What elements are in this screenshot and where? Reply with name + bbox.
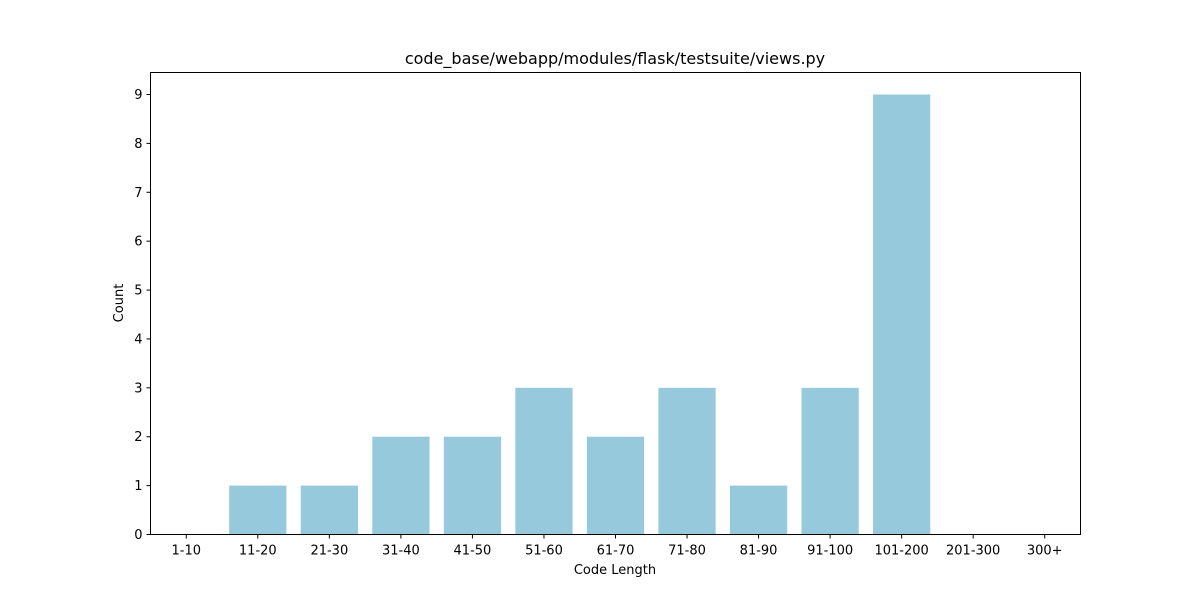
y-tick-label: 1 xyxy=(134,479,142,494)
x-tick-label: 41-50 xyxy=(454,544,492,559)
bar-71-80 xyxy=(658,388,715,535)
x-tick-label: 300+ xyxy=(1027,544,1063,559)
bar-81-90 xyxy=(730,486,787,535)
bar-91-100 xyxy=(802,388,859,535)
bars-layer xyxy=(229,95,930,535)
y-tick-label: 6 xyxy=(134,235,142,250)
y-axis-label: Count xyxy=(112,284,127,323)
x-tick-label: 91-100 xyxy=(807,544,853,559)
x-tick-label: 11-20 xyxy=(239,544,277,559)
x-tick-label: 51-60 xyxy=(525,544,563,559)
x-tick-label: 71-80 xyxy=(668,544,706,559)
bar-61-70 xyxy=(587,437,644,535)
y-tick-label: 5 xyxy=(134,284,142,299)
bar-101-200 xyxy=(873,95,930,535)
bar-51-60 xyxy=(515,388,572,535)
x-axis-label: Code Length xyxy=(574,563,656,578)
y-tick-label: 0 xyxy=(134,528,142,543)
y-tick-label: 9 xyxy=(134,88,142,103)
bar-11-20 xyxy=(229,486,286,535)
y-tick-label: 4 xyxy=(134,332,142,347)
x-tick-label: 201-300 xyxy=(946,544,1000,559)
y-tick-label: 7 xyxy=(134,186,142,201)
chart-title: code_base/webapp/modules/flask/testsuite… xyxy=(405,49,825,69)
x-tick-label: 81-90 xyxy=(740,544,778,559)
bar-21-30 xyxy=(301,486,358,535)
y-tick-label: 3 xyxy=(134,381,142,396)
y-tick-label: 8 xyxy=(134,137,142,152)
x-tick-label: 31-40 xyxy=(382,544,420,559)
x-tick-label: 21-30 xyxy=(310,544,348,559)
x-axis-ticks: 1-10 11-20 21-30 31-40 41-50 51-60 61-70 71-80 8… xyxy=(172,535,1063,559)
bar-31-40 xyxy=(372,437,429,535)
bar-41-50 xyxy=(444,437,501,535)
x-tick-label: 61-70 xyxy=(597,544,635,559)
x-tick-label: 101-200 xyxy=(874,544,928,559)
y-tick-label: 2 xyxy=(134,430,142,445)
y-axis-ticks: 0 1 2 3 4 5 6 7 8 9 xyxy=(134,88,150,543)
x-tick-label: 1-10 xyxy=(172,544,202,559)
